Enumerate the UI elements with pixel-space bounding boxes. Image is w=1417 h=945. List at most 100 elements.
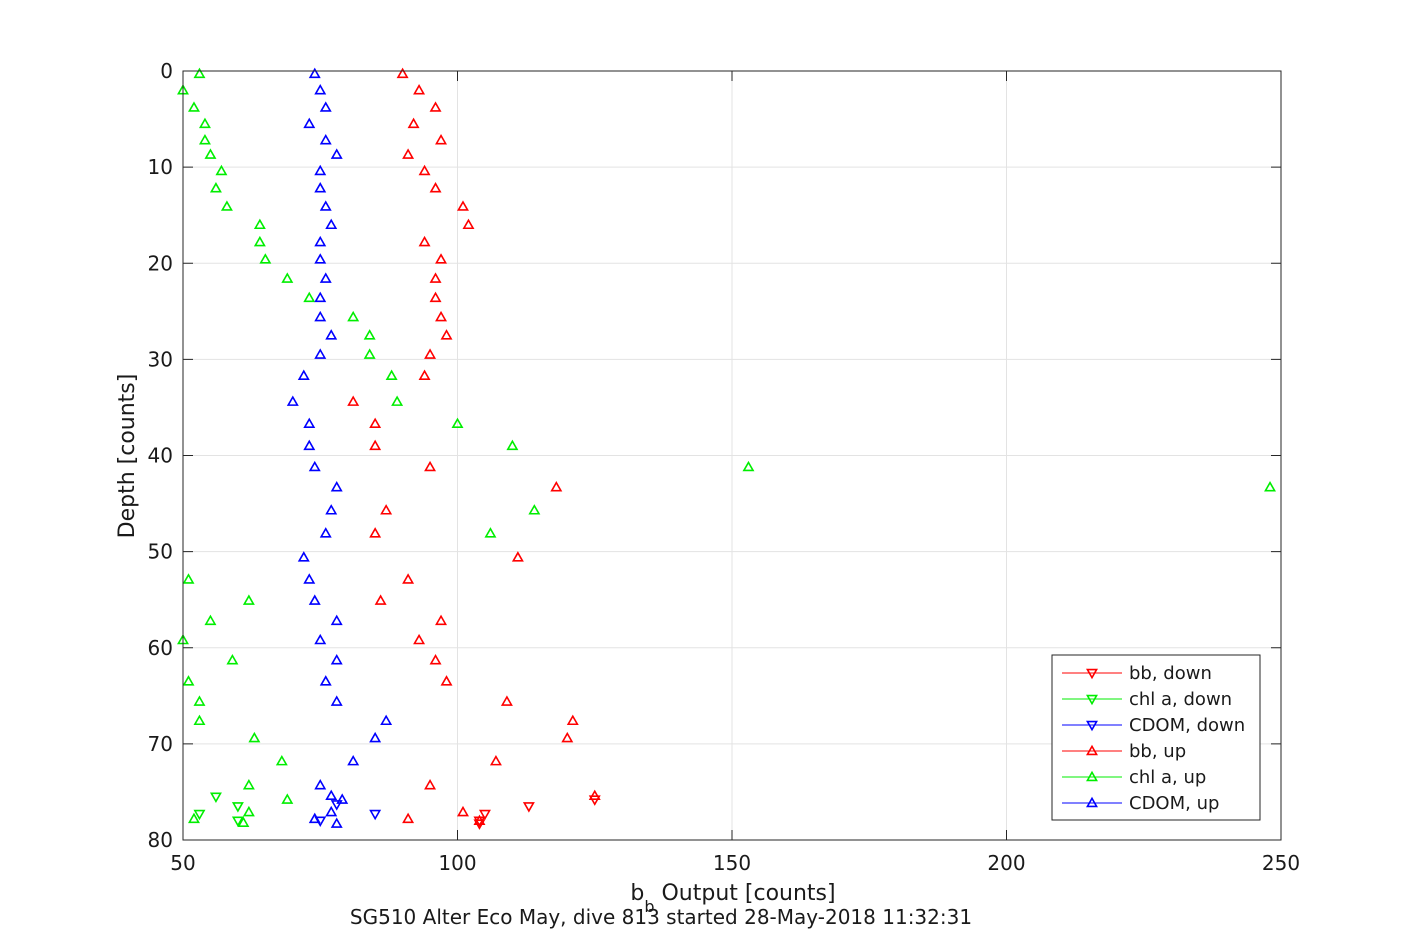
data-point — [407, 117, 420, 129]
data-point — [204, 614, 217, 626]
series-chl-a-up — [177, 67, 1276, 827]
data-point — [314, 164, 327, 176]
data-point — [424, 460, 437, 472]
x-axis-label: bb Output [counts] — [630, 881, 835, 916]
data-point — [198, 117, 211, 129]
data-point — [253, 218, 266, 230]
data-point — [330, 614, 343, 626]
legend-entry: CDOM, down — [1062, 715, 1245, 736]
x-axis-label-subscript: b — [644, 897, 654, 916]
data-point — [325, 329, 338, 340]
data-point — [561, 731, 574, 743]
data-point — [418, 369, 431, 380]
data-point — [457, 805, 469, 817]
data-point — [429, 101, 442, 112]
data-point — [242, 594, 255, 605]
data-point — [435, 253, 448, 264]
data-point — [484, 527, 497, 538]
data-point — [325, 504, 338, 515]
y-tick-label: 20 — [148, 251, 173, 275]
data-point — [319, 101, 332, 112]
data-point — [319, 675, 332, 686]
data-point — [550, 481, 563, 492]
legend-entry: chl a, up — [1062, 767, 1206, 788]
series-bb-up — [347, 67, 601, 826]
legend-entry: chl a, down — [1062, 689, 1232, 710]
x-axis-label-rest: Output [counts] — [655, 881, 836, 906]
data-point — [1264, 481, 1276, 492]
legend-label: bb, down — [1129, 663, 1212, 684]
data-point — [231, 802, 244, 813]
data-point — [242, 805, 255, 817]
data-point — [440, 329, 453, 340]
legend-entry: bb, down — [1062, 663, 1212, 684]
x-axis-label-main: b — [630, 881, 644, 906]
legend-marker — [1086, 668, 1098, 680]
legend-label: bb, up — [1129, 741, 1186, 762]
data-point — [369, 731, 382, 743]
data-point — [369, 439, 382, 451]
data-point — [588, 795, 601, 806]
data-point — [402, 148, 415, 159]
data-point — [188, 812, 200, 824]
data-point — [363, 329, 376, 340]
data-point — [391, 395, 404, 406]
data-point — [511, 551, 524, 562]
data-point — [193, 714, 206, 726]
data-point — [237, 816, 250, 827]
data-point — [314, 84, 327, 95]
data-point — [369, 527, 382, 538]
data-point — [347, 754, 360, 766]
data-point — [435, 614, 448, 626]
data-point — [182, 573, 195, 584]
data-point — [319, 133, 332, 145]
legend-entry: CDOM, up — [1062, 793, 1219, 814]
data-point — [330, 695, 343, 706]
data-point — [347, 395, 360, 406]
data-point — [435, 133, 448, 145]
data-point — [506, 439, 519, 451]
data-point — [330, 800, 343, 811]
data-point — [198, 133, 211, 145]
x-tick-label: 150 — [713, 851, 751, 875]
data-point — [314, 633, 327, 645]
data-point — [314, 348, 327, 359]
data-point — [435, 310, 448, 322]
data-point — [209, 792, 222, 803]
data-point — [325, 218, 338, 230]
data-point — [429, 182, 442, 193]
data-point — [742, 460, 755, 472]
data-point — [303, 573, 316, 584]
data-point — [308, 460, 321, 472]
data-point — [522, 802, 535, 813]
data-point — [325, 789, 338, 801]
data-point — [303, 291, 316, 303]
y-tick-label: 50 — [148, 540, 173, 564]
data-point — [242, 778, 255, 790]
data-point — [193, 809, 206, 821]
data-point — [248, 731, 261, 743]
data-point — [209, 182, 222, 193]
data-point — [478, 809, 491, 821]
y-tick-label: 60 — [148, 636, 173, 660]
data-point — [380, 714, 393, 726]
data-point — [330, 654, 343, 665]
data-point — [286, 395, 299, 406]
data-point — [413, 633, 426, 645]
legend-marker — [1086, 744, 1098, 756]
data-point — [451, 417, 464, 429]
data-point — [314, 182, 327, 193]
data-point — [413, 84, 426, 95]
data-point — [253, 235, 266, 247]
data-point — [314, 235, 327, 247]
axis-ticks: 50 100 150 200 250 0 10 20 30 40 50 60 70 80 — [148, 59, 1301, 875]
legend-entry: bb, up — [1062, 741, 1186, 762]
legend-marker — [1086, 796, 1098, 808]
data-point — [473, 814, 486, 826]
data-point — [363, 348, 376, 359]
data-point — [319, 527, 332, 538]
data-point — [297, 369, 310, 380]
data-point — [308, 812, 321, 824]
data-point — [424, 778, 437, 790]
